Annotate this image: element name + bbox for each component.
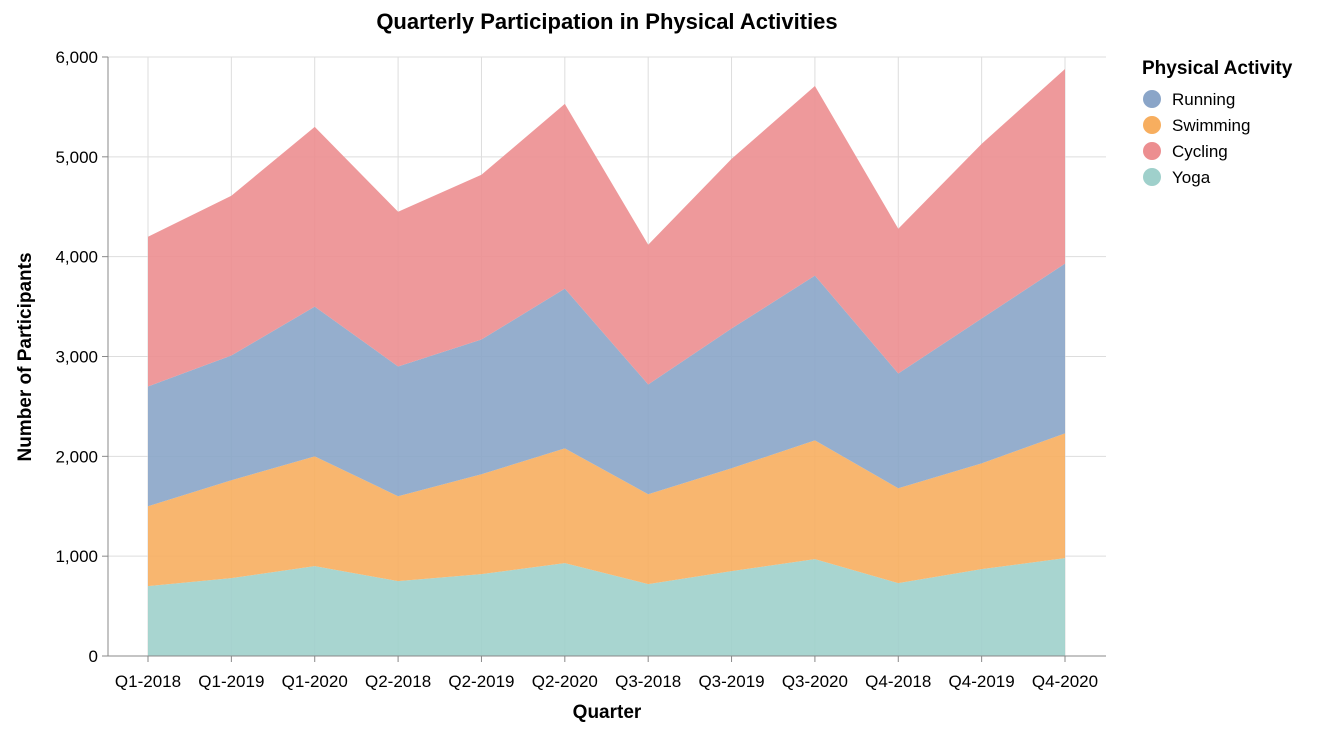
legend: Physical Activity Running Swimming Cycling… — [1142, 58, 1293, 187]
legend-label-running: Running — [1172, 90, 1235, 109]
area-swimming — [148, 433, 1065, 587]
y-axis-title: Number of Participants — [15, 252, 36, 461]
x-tick-label-4: Q2-2019 — [448, 672, 514, 691]
y-tick-label-1: 1,000 — [55, 547, 98, 566]
x-tick-label-1: Q1-2019 — [198, 672, 264, 691]
x-tick-label-7: Q3-2019 — [698, 672, 764, 691]
y-tick-label-4: 4,000 — [55, 248, 98, 267]
legend-symbol-swimming — [1143, 116, 1161, 134]
x-tick-label-10: Q4-2019 — [949, 672, 1015, 691]
x-tick-label-0: Q1-2018 — [115, 672, 181, 691]
y-tick-label-0: 0 — [89, 647, 98, 666]
legend-label-cycling: Cycling — [1172, 142, 1228, 161]
legend-label-swimming: Swimming — [1172, 116, 1250, 135]
x-tick-label-2: Q1-2020 — [282, 672, 348, 691]
legend-title: Physical Activity — [1142, 58, 1293, 79]
x-tick-label-8: Q3-2020 — [782, 672, 848, 691]
x-tick-label-6: Q3-2018 — [615, 672, 681, 691]
x-tick-label-3: Q2-2018 — [365, 672, 431, 691]
axes: 0 1,000 2,000 3,000 4,000 5,000 6,000 Q1-2018 Q1… — [55, 48, 1106, 691]
x-tick-label-5: Q2-2020 — [532, 672, 598, 691]
area-running — [148, 263, 1065, 507]
y-tick-label-2: 2,000 — [55, 447, 98, 466]
y-tick-label-6: 6,000 — [55, 48, 98, 67]
x-axis-title: Quarter — [573, 702, 642, 723]
x-tick-label-11: Q4-2020 — [1032, 672, 1098, 691]
x-tick-label-9: Q4-2018 — [865, 672, 931, 691]
y-tick-label-3: 3,000 — [55, 348, 98, 367]
chart-title: Quarterly Participation in Physical Acti… — [376, 9, 837, 34]
legend-symbol-yoga — [1143, 168, 1161, 186]
legend-symbol-cycling — [1143, 142, 1161, 160]
y-tick-label-5: 5,000 — [55, 148, 98, 167]
area-yoga — [148, 558, 1065, 656]
legend-label-yoga: Yoga — [1172, 168, 1211, 187]
stacked-areas — [148, 68, 1065, 656]
legend-symbol-running — [1143, 90, 1161, 108]
area-cycling — [148, 68, 1065, 387]
